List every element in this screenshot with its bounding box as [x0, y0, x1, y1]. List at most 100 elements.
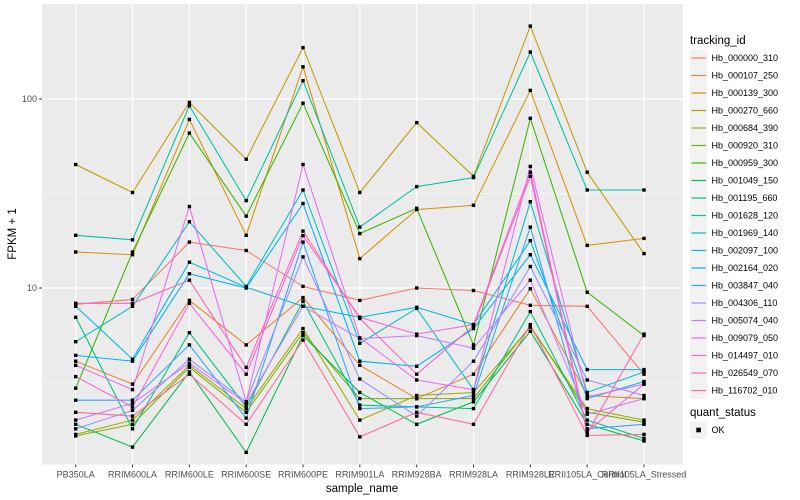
x-tick-label: RRIM928BA: [392, 470, 442, 480]
data-point: [528, 164, 532, 169]
data-point: [415, 393, 419, 398]
data-point: [130, 405, 135, 409]
data-point: [528, 88, 532, 93]
data-point: [528, 287, 532, 291]
data-point: [187, 363, 192, 367]
legend-item-label: Hb_000107_250: [712, 71, 779, 81]
data-point: [415, 206, 419, 210]
data-point: [471, 288, 476, 293]
data-point: [642, 418, 646, 422]
data-point: [187, 240, 192, 244]
data-point: [471, 393, 476, 398]
data-point: [187, 365, 192, 370]
data-point: [301, 299, 305, 303]
data-point: [187, 343, 192, 347]
legend-title-quant-status: quant_status: [690, 407, 756, 419]
data-point: [74, 363, 78, 367]
data-point: [471, 390, 476, 395]
data-point: [74, 359, 78, 363]
data-point: [358, 406, 362, 411]
legend-item-label: Hb_000139_300: [712, 88, 779, 98]
data-point: [301, 234, 305, 238]
data-point: [415, 332, 419, 336]
data-point: [74, 315, 78, 319]
legend-item-quant-ok-label: OK: [712, 425, 725, 435]
legend-item-label: Hb_014497_010: [712, 351, 779, 361]
data-point: [585, 390, 589, 395]
data-point: [187, 104, 192, 108]
data-point: [585, 304, 589, 308]
data-point: [415, 410, 419, 414]
data-point: [471, 387, 476, 392]
y-axis-title: FPKM + 1: [7, 208, 19, 259]
data-point: [585, 427, 589, 431]
data-point: [471, 175, 476, 180]
data-point: [301, 331, 305, 335]
data-point: [187, 331, 192, 335]
data-point: [301, 201, 305, 206]
data-point: [74, 304, 78, 308]
x-tick-label: RRIM600LA: [108, 470, 157, 480]
y-tick-label-100: 100: [22, 94, 37, 104]
data-point: [130, 418, 135, 422]
data-point: [642, 188, 646, 192]
data-point: [642, 236, 646, 241]
data-point: [528, 174, 532, 178]
data-point: [585, 395, 589, 399]
data-point: [244, 416, 248, 420]
ok-square-icon: [696, 427, 701, 433]
data-point: [528, 200, 532, 204]
data-point: [471, 400, 476, 404]
data-point: [301, 304, 305, 308]
data-point: [642, 379, 646, 384]
data-point: [528, 116, 532, 120]
legend-item-label: Hb_001628_120: [712, 211, 779, 221]
legend-item-label: Hb_002164_020: [712, 263, 779, 273]
data-point: [415, 305, 419, 309]
x-tick-label: RRIM928LA: [449, 470, 498, 480]
data-point: [244, 400, 248, 404]
data-point: [130, 238, 135, 242]
data-point: [471, 406, 476, 411]
data-point: [358, 363, 362, 367]
data-point: [74, 340, 78, 344]
data-point: [358, 298, 362, 303]
data-point: [187, 361, 192, 365]
data-point: [471, 324, 476, 328]
data-point: [130, 250, 135, 254]
data-point: [358, 390, 362, 395]
x-tick-label: RRIM928LE: [506, 470, 555, 480]
data-point: [74, 427, 78, 431]
data-point: [244, 343, 248, 347]
data-point: [358, 377, 362, 381]
legend-item-label: Hb_003847_040: [712, 281, 779, 291]
data-point: [130, 414, 135, 418]
data-point: [244, 450, 248, 455]
data-point: [642, 393, 646, 398]
legend-item-label: Hb_005074_040: [712, 316, 779, 326]
legend-item-label: Hb_004306_110: [712, 298, 778, 308]
data-point: [74, 301, 78, 305]
data-point: [642, 396, 646, 401]
data-point: [130, 398, 135, 402]
data-point: [74, 398, 78, 402]
data-point: [187, 372, 192, 376]
legend-item-label: Hb_000000_310: [712, 53, 779, 63]
data-point: [585, 433, 589, 438]
data-point: [358, 225, 362, 229]
data-point: [187, 131, 192, 135]
data-point: [301, 333, 305, 338]
data-point: [528, 24, 532, 28]
data-point: [130, 382, 135, 386]
data-point: [130, 401, 135, 406]
data-point: [74, 374, 78, 379]
data-point: [528, 322, 532, 327]
data-point: [301, 79, 305, 83]
data-point: [187, 272, 192, 276]
data-point: [358, 435, 362, 439]
data-point: [187, 357, 192, 361]
data-point: [528, 303, 532, 307]
data-point: [130, 190, 135, 195]
data-point: [585, 431, 589, 436]
data-point: [301, 240, 305, 244]
